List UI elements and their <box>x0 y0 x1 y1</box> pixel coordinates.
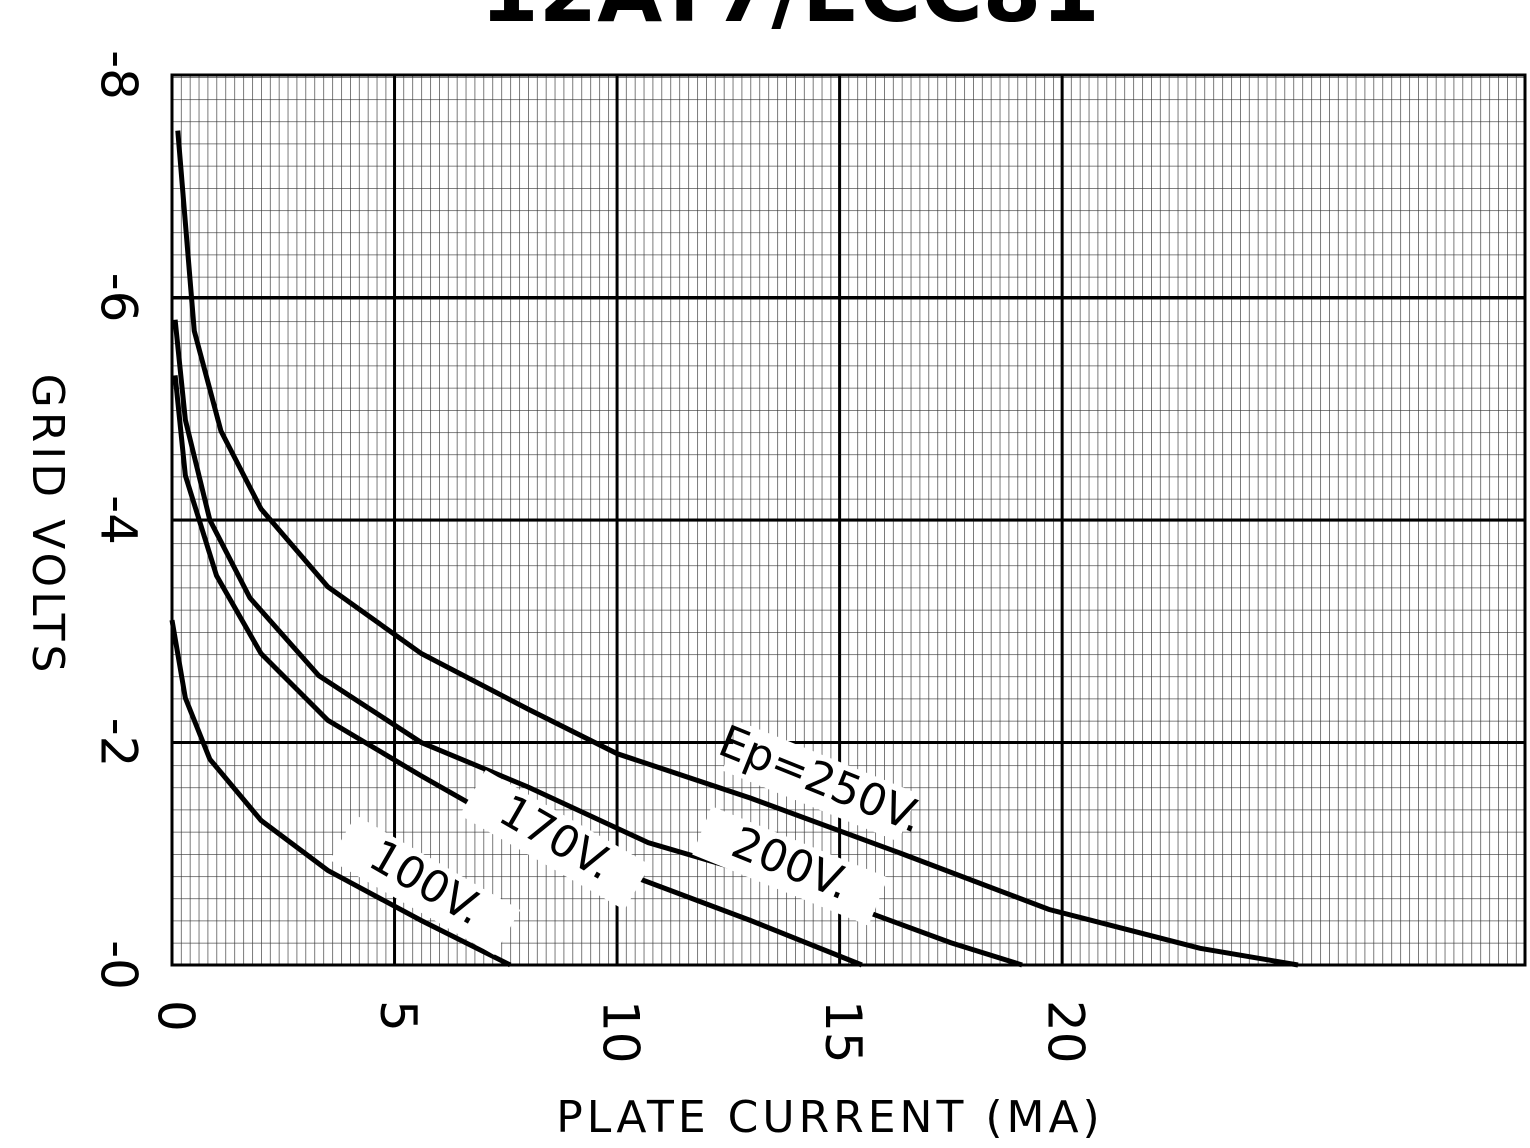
x-tick-label: 10 <box>592 1000 650 1064</box>
x-axis-label: PLATE CURRENT (MA) <box>556 1092 1103 1143</box>
y-tick-label: -0 <box>90 940 148 990</box>
y-axis-label: GRID VOLTS <box>22 374 73 677</box>
x-tick-label: 15 <box>814 1000 872 1064</box>
curve <box>175 130 1299 968</box>
chart-title: 12AT7/ECC81 <box>480 0 1099 41</box>
curve-label-bg <box>692 806 888 926</box>
curve <box>169 619 512 968</box>
curve <box>172 375 863 968</box>
curve-label-bg <box>329 814 521 956</box>
y-tick-label: -4 <box>90 495 148 545</box>
x-tick-label: 20 <box>1037 1000 1095 1064</box>
y-tick-label: -8 <box>90 50 148 100</box>
y-tick-label: -2 <box>90 718 148 768</box>
curve-label-bg <box>459 769 651 911</box>
x-tick-label: 5 <box>369 1000 427 1032</box>
curve-label-bg <box>722 722 918 842</box>
y-tick-label: -6 <box>90 273 148 323</box>
x-tick-label: 0 <box>147 1000 205 1032</box>
